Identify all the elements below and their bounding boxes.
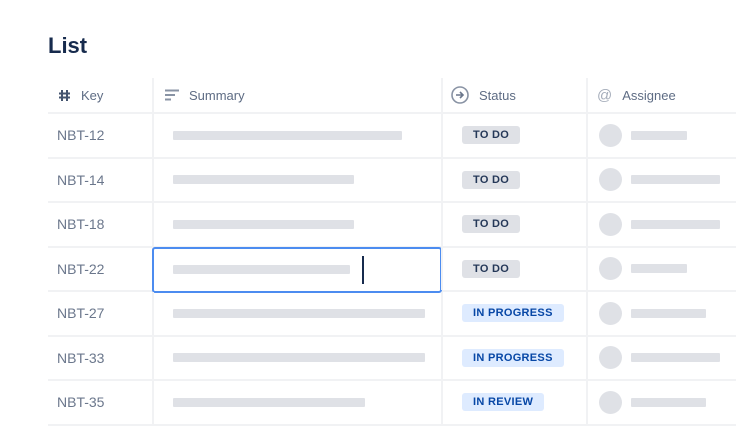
column-header-key[interactable]: Key (48, 78, 152, 112)
status-badge[interactable]: TO DO (462, 215, 521, 234)
summary-edit-input[interactable] (152, 246, 442, 293)
avatar (599, 301, 622, 325)
column-header-assignee[interactable]: @ Assignee (586, 78, 736, 112)
table-row[interactable]: NBT-33 IN PROGRESS (48, 336, 736, 381)
key-cell[interactable]: NBT-33 (48, 337, 152, 380)
at-icon: @ (597, 86, 613, 104)
issue-key[interactable]: NBT-18 (57, 216, 105, 233)
avatar (599, 390, 622, 414)
key-cell[interactable]: NBT-22 (48, 248, 152, 291)
assignee-cell[interactable] (586, 381, 736, 424)
table-row[interactable]: NBT-12 TO DO (48, 114, 736, 159)
arrow-circle-icon (451, 86, 469, 104)
issue-key[interactable]: NBT-35 (57, 394, 105, 411)
issue-key[interactable]: NBT-12 (57, 127, 105, 144)
column-header-summary[interactable]: Summary (152, 78, 441, 112)
key-cell[interactable]: NBT-27 (48, 292, 152, 335)
assignee-cell[interactable] (586, 292, 736, 335)
summary-placeholder (173, 175, 354, 185)
summary-cell[interactable] (152, 158, 441, 201)
header-label: Assignee (622, 87, 676, 103)
assignee-placeholder (631, 175, 720, 185)
key-cell[interactable]: NBT-35 (48, 381, 152, 424)
avatar (599, 257, 622, 281)
assignee-placeholder (631, 397, 706, 407)
summary-placeholder (173, 308, 425, 318)
text-caret (362, 255, 364, 284)
summary-placeholder (173, 397, 365, 407)
table-row[interactable]: NBT-14 TO DO (48, 158, 736, 203)
summary-placeholder (173, 265, 350, 274)
status-badge[interactable]: TO DO (462, 259, 521, 278)
issue-key[interactable]: NBT-33 (57, 349, 105, 366)
avatar (599, 168, 622, 192)
status-badge[interactable]: TO DO (462, 170, 521, 189)
status-cell[interactable]: TO DO (441, 247, 586, 290)
status-badge[interactable]: IN PROGRESS (462, 304, 564, 323)
summary-placeholder (173, 130, 402, 140)
assignee-cell[interactable] (586, 114, 736, 157)
issue-key[interactable]: NBT-14 (57, 171, 105, 188)
summary-cell[interactable] (152, 292, 441, 335)
assignee-placeholder (631, 219, 720, 229)
key-cell[interactable]: NBT-18 (48, 203, 152, 246)
table-row[interactable]: NBT-27 IN PROGRESS (48, 292, 736, 337)
status-cell[interactable]: IN PROGRESS (441, 336, 586, 379)
status-cell[interactable]: TO DO (441, 203, 586, 246)
table-row[interactable]: NBT-35 IN REVIEW (48, 381, 736, 426)
assignee-cell[interactable] (586, 336, 736, 379)
summary-cell[interactable] (152, 381, 441, 424)
summary-placeholder (173, 353, 425, 363)
key-cell[interactable]: NBT-12 (48, 114, 152, 157)
status-badge[interactable]: IN PROGRESS (462, 348, 564, 367)
summary-placeholder (173, 219, 354, 229)
avatar (599, 212, 622, 236)
status-cell[interactable]: IN REVIEW (441, 381, 586, 424)
issue-key[interactable]: NBT-27 (57, 305, 105, 322)
hash-icon (58, 89, 71, 102)
avatar (599, 123, 622, 147)
avatar (599, 346, 622, 370)
status-cell[interactable]: TO DO (441, 158, 586, 201)
table-header: Key Summary Status @ Assignee (48, 78, 736, 114)
issue-table: Key Summary Status @ Assignee NBT-12 TO D… (48, 78, 736, 426)
assignee-cell[interactable] (586, 203, 736, 246)
table-row[interactable]: NBT-22 TO DO (48, 246, 736, 293)
assignee-placeholder (631, 264, 687, 274)
page-title: List (48, 33, 88, 58)
header-label: Status (479, 87, 516, 103)
status-badge[interactable]: TO DO (462, 126, 521, 145)
status-cell[interactable]: IN PROGRESS (441, 292, 586, 335)
assignee-placeholder (631, 353, 720, 363)
issue-key[interactable]: NBT-22 (57, 260, 105, 277)
assignee-cell[interactable] (586, 247, 736, 290)
summary-cell[interactable] (152, 114, 441, 157)
header-label: Summary (189, 87, 245, 103)
status-cell[interactable]: TO DO (441, 114, 586, 157)
summary-cell[interactable] (152, 203, 441, 246)
header-label: Key (81, 87, 104, 103)
column-header-status[interactable]: Status (441, 78, 586, 112)
table-row[interactable]: NBT-18 TO DO (48, 203, 736, 248)
assignee-placeholder (631, 308, 706, 318)
assignee-cell[interactable] (586, 158, 736, 201)
assignee-placeholder (631, 130, 687, 140)
summary-cell[interactable] (152, 336, 441, 379)
key-cell[interactable]: NBT-14 (48, 159, 152, 202)
status-badge[interactable]: IN REVIEW (462, 393, 545, 412)
lines-icon (165, 89, 179, 101)
